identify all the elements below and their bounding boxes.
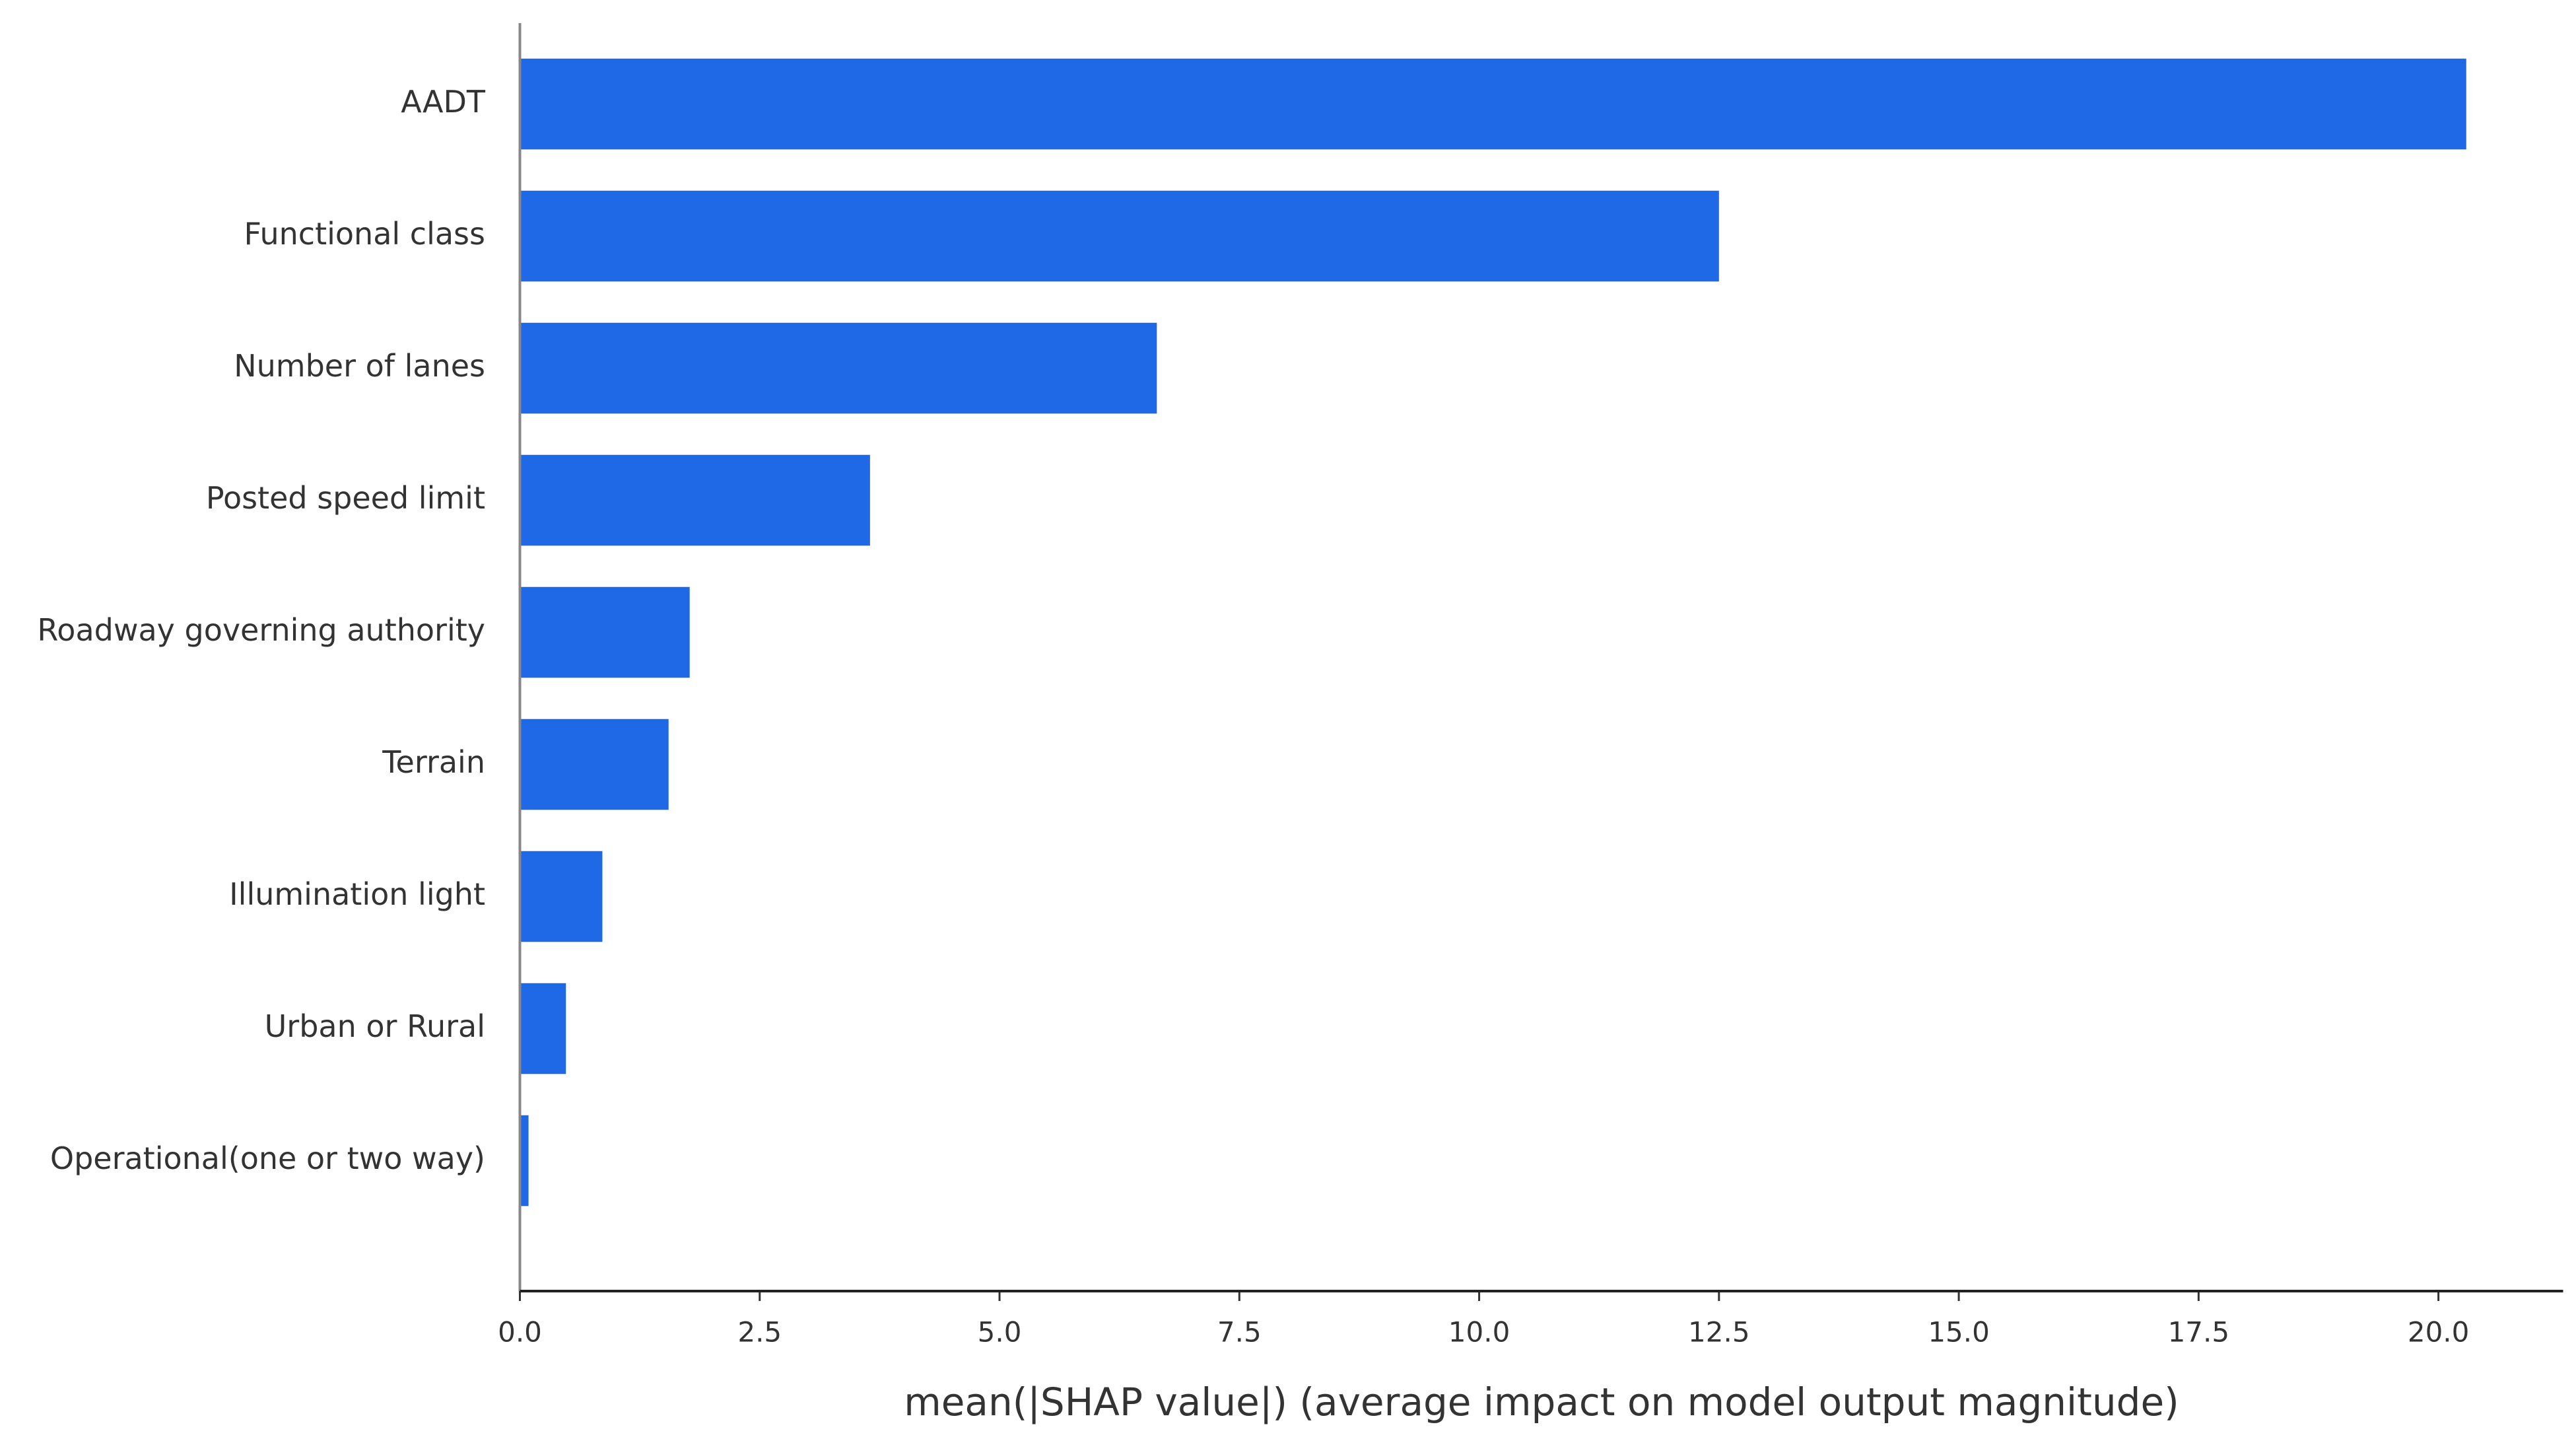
bar (520, 322, 1157, 414)
bar (520, 190, 1719, 282)
x-tick-label: 12.5 (1688, 1316, 1750, 1349)
x-tick-label: 7.5 (1217, 1316, 1262, 1349)
bar (520, 586, 690, 678)
x-tick-label: 15.0 (1928, 1316, 1990, 1349)
bar (520, 454, 870, 546)
y-tick-label: Illumination light (229, 876, 485, 912)
x-axis-label: mean(|SHAP value|) (average impact on mo… (904, 1380, 2179, 1424)
y-tick-label: AADT (401, 84, 486, 120)
x-tick-label: 17.5 (2168, 1316, 2230, 1349)
y-tick-label: Functional class (244, 216, 485, 252)
x-tick-label: 2.5 (737, 1316, 782, 1349)
bar (520, 851, 603, 942)
y-tick-label: Number of lanes (234, 348, 485, 384)
bar (520, 1115, 529, 1207)
x-tick-label: 20.0 (2408, 1316, 2470, 1349)
y-tick-label: Terrain (382, 744, 485, 780)
x-tick-label: 5.0 (978, 1316, 1022, 1349)
bar (520, 983, 566, 1074)
x-tick-label: 10.0 (1448, 1316, 1510, 1349)
y-tick-label: Urban or Rural (265, 1008, 485, 1044)
y-tick-label: Operational(one or two way) (50, 1141, 485, 1176)
bar (520, 58, 2466, 150)
y-tick-label: Roadway governing authority (37, 612, 485, 648)
x-tick-label: 0.0 (498, 1316, 542, 1349)
bar (520, 719, 669, 810)
y-tick-label: Posted speed limit (206, 480, 485, 516)
